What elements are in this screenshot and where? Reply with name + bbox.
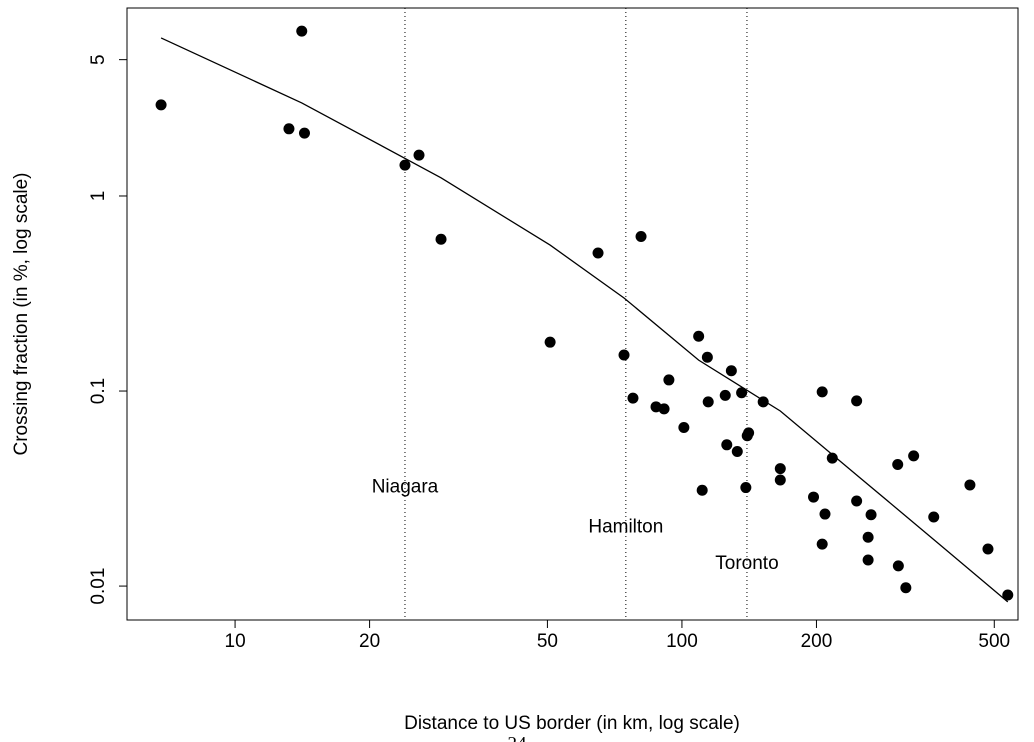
- y-tick-label: 0.01: [88, 568, 109, 605]
- data-point: [928, 511, 940, 523]
- x-tick-label: 200: [801, 631, 833, 652]
- data-point: [736, 387, 748, 399]
- reference-label: Hamilton: [588, 516, 663, 537]
- data-point: [964, 479, 976, 491]
- x-tick-label: 100: [666, 631, 698, 652]
- data-point: [731, 445, 743, 457]
- data-point: [296, 25, 308, 37]
- data-point: [908, 450, 920, 462]
- data-point: [900, 582, 912, 594]
- x-axis-title: Distance to US border (in km, log scale): [404, 713, 740, 734]
- data-point: [757, 396, 769, 408]
- reference-label: Toronto: [715, 553, 778, 574]
- data-point: [592, 247, 604, 259]
- data-point: [618, 349, 630, 361]
- data-point: [816, 538, 828, 550]
- x-tick-label: 50: [537, 631, 558, 652]
- x-tick-label: 500: [978, 631, 1010, 652]
- data-point: [658, 403, 670, 415]
- data-point: [663, 374, 675, 386]
- data-point: [862, 554, 874, 566]
- data-point: [982, 543, 994, 555]
- data-point: [283, 123, 295, 135]
- data-point: [155, 99, 167, 111]
- data-point: [635, 230, 647, 242]
- data-point: [678, 422, 690, 434]
- data-point: [892, 560, 904, 572]
- data-point: [774, 474, 786, 486]
- data-point: [725, 365, 737, 377]
- data-point: [743, 427, 755, 439]
- data-point: [721, 439, 733, 451]
- y-tick-label: 5: [88, 54, 109, 65]
- data-point: [719, 389, 731, 401]
- y-tick-label: 0.1: [88, 378, 109, 404]
- data-point: [862, 531, 874, 543]
- data-point: [701, 351, 713, 363]
- data-point: [740, 482, 752, 494]
- data-point: [851, 395, 863, 407]
- data-point: [808, 491, 820, 503]
- data-point: [816, 386, 828, 398]
- plot-frame: [126, 7, 1019, 621]
- data-point: [702, 396, 714, 408]
- x-tick-label: 20: [359, 631, 380, 652]
- data-point: [826, 452, 838, 464]
- data-point: [413, 149, 425, 161]
- data-point: [819, 508, 831, 520]
- data-point: [865, 509, 877, 521]
- data-point: [892, 459, 904, 471]
- data-point: [544, 336, 556, 348]
- data-point: [851, 495, 863, 507]
- data-point: [435, 233, 447, 245]
- reference-label: Niagara: [372, 477, 439, 498]
- page-number: 24: [508, 733, 528, 742]
- x-tick-label: 10: [225, 631, 246, 652]
- data-point: [696, 484, 708, 496]
- data-point: [693, 330, 705, 342]
- y-tick-label: 1: [88, 191, 109, 202]
- data-point: [774, 463, 786, 475]
- data-point: [1002, 589, 1014, 601]
- y-axis-title: Crossing fraction (in %, log scale): [11, 173, 32, 456]
- data-point: [399, 159, 411, 171]
- data-point: [298, 127, 310, 139]
- data-point: [627, 392, 639, 404]
- fit-line: [160, 37, 1009, 603]
